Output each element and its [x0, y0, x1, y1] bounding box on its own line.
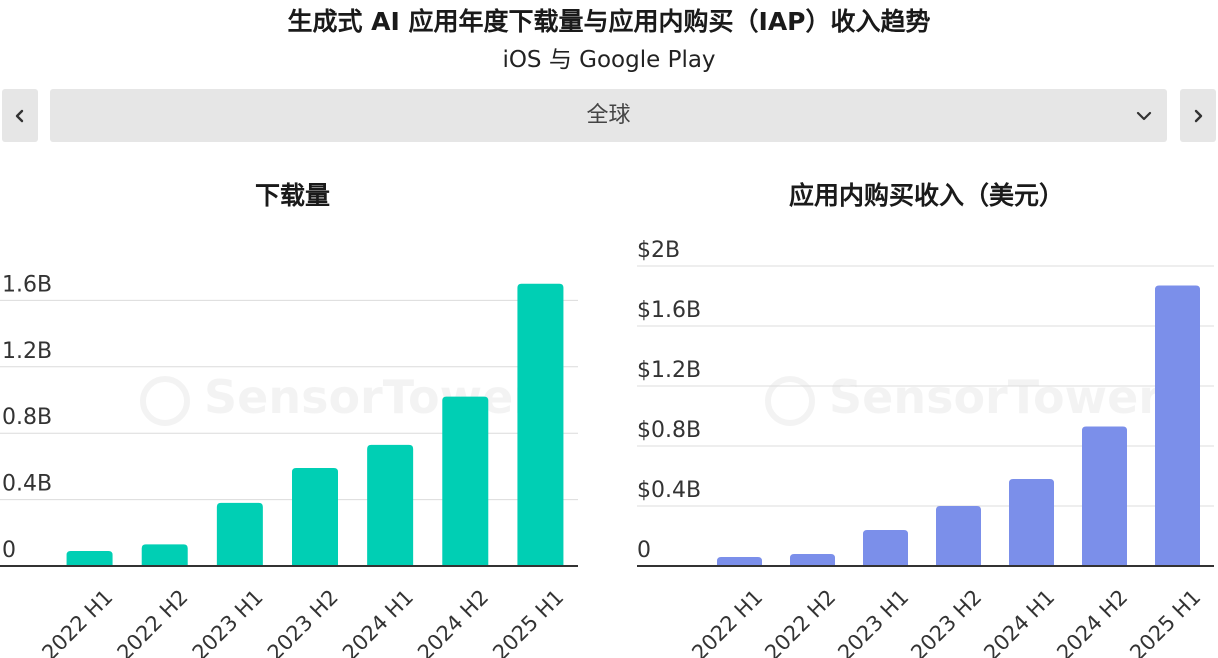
downloads-y-tick-label: 0.8B	[2, 405, 52, 430]
sensortower-logo-icon	[765, 375, 815, 426]
page-subtitle: iOS 与 Google Play	[502, 47, 716, 73]
downloads-x-tick-label: 2025 H1	[488, 585, 568, 658]
prev-region-button[interactable]	[2, 89, 38, 142]
revenue-x-tick-label: 2022 H1	[687, 585, 767, 658]
revenue-y-tick-label: $0.4B	[637, 478, 701, 503]
revenue-x-tick-label: 2023 H2	[906, 585, 986, 658]
watermark-right: SensorTower	[765, 370, 1161, 426]
downloads-bar[interactable]	[442, 396, 489, 566]
chevron-right-icon	[1194, 109, 1203, 122]
revenue-x-tick-label: 2022 H2	[760, 585, 840, 658]
downloads-chart-title: 下载量	[254, 181, 330, 210]
downloads-y-tick-label: 1.6B	[2, 272, 52, 297]
downloads-x-tick-label: 2023 H2	[263, 585, 343, 658]
page-title: 生成式 AI 应用年度下载量与应用内购买（IAP）收入趋势	[287, 7, 931, 36]
downloads-bar[interactable]	[292, 468, 338, 566]
downloads-x-tick-label: 2022 H2	[113, 585, 193, 658]
revenue-x-tick-label: 2024 H1	[979, 585, 1059, 658]
revenue-bar[interactable]	[936, 506, 981, 566]
downloads-y-tick-label: 0.4B	[2, 472, 52, 497]
revenue-bar[interactable]	[790, 554, 835, 566]
downloads-y-tick-label: 0	[2, 538, 16, 563]
sensortower-logo-icon	[140, 375, 190, 426]
downloads-bar[interactable]	[517, 283, 564, 566]
region-select[interactable]: 全球	[50, 89, 1167, 142]
revenue-y-tick-label: $1.6B	[637, 298, 701, 323]
revenue-x-tick-label: 2023 H1	[833, 585, 913, 658]
downloads-x-tick-label: 2023 H1	[188, 585, 268, 658]
revenue-x-tick-label: 2025 H1	[1125, 585, 1205, 658]
revenue-bar[interactable]	[863, 530, 908, 566]
chevron-down-icon	[1136, 111, 1152, 121]
downloads-bar[interactable]	[66, 551, 113, 566]
revenue-bar[interactable]	[1009, 479, 1054, 566]
downloads-bar[interactable]	[216, 502, 263, 566]
revenue-y-tick-label: 0	[637, 538, 651, 563]
next-region-button[interactable]	[1180, 89, 1216, 142]
downloads-bar[interactable]	[367, 444, 414, 566]
downloads-y-tick-label: 1.2B	[2, 339, 52, 364]
downloads-bar[interactable]	[141, 544, 188, 566]
revenue-x-tick-label: 2024 H2	[1052, 585, 1132, 658]
downloads-x-tick-label: 2024 H2	[413, 585, 493, 658]
revenue-bar[interactable]	[1082, 426, 1127, 567]
region-select-value: 全球	[586, 103, 631, 128]
chevron-left-icon	[15, 109, 24, 122]
downloads-x-tick-label: 2024 H1	[338, 585, 418, 658]
watermark-text: SensorTower	[829, 370, 1161, 424]
revenue-y-tick-label: $0.8B	[637, 418, 701, 443]
revenue-bar[interactable]	[1155, 285, 1200, 567]
revenue-y-tick-label: $1.2B	[637, 358, 701, 383]
revenue-y-tick-label: $2B	[637, 238, 680, 263]
downloads-x-tick-label: 2022 H1	[37, 585, 117, 658]
revenue-chart-title: 应用内购买收入（美元）	[788, 181, 1064, 210]
revenue-bar[interactable]	[717, 557, 762, 566]
